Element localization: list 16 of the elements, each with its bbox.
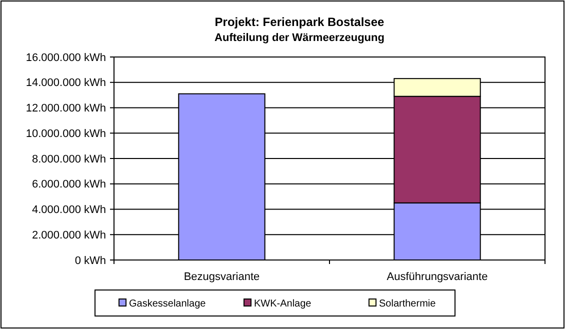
chart-subtitle: Aufteilung der Wärmeerzeugung [214, 32, 384, 44]
y-tick-label: 14.000.000 kWh [26, 77, 106, 90]
y-tick-label: 6.000.000 kWh [32, 178, 106, 191]
legend-label: Solarthermie [379, 298, 436, 310]
y-tick-label: 2.000.000 kWh [32, 229, 106, 242]
y-tick-label: 0 kWh [74, 254, 106, 267]
y-tick-label: 12.000.000 kWh [26, 102, 106, 115]
legend-label: Gaskesselanlage [129, 298, 206, 310]
chart-title: Projekt: Ferienpark Bostalsee [214, 15, 385, 29]
y-tick-label: 8.000.000 kWh [32, 153, 106, 166]
y-tick-label: 4.000.000 kWh [32, 204, 106, 216]
y-tick-label: 10.000.000 kWh [26, 128, 106, 140]
x-tick-label: Bezugsvariante [184, 271, 260, 283]
y-tick-label: 16.000.000 kWh [26, 52, 106, 64]
x-tick-label: Ausführungsvariante [386, 271, 488, 283]
legend-label: KWK-Anlage [254, 298, 312, 310]
